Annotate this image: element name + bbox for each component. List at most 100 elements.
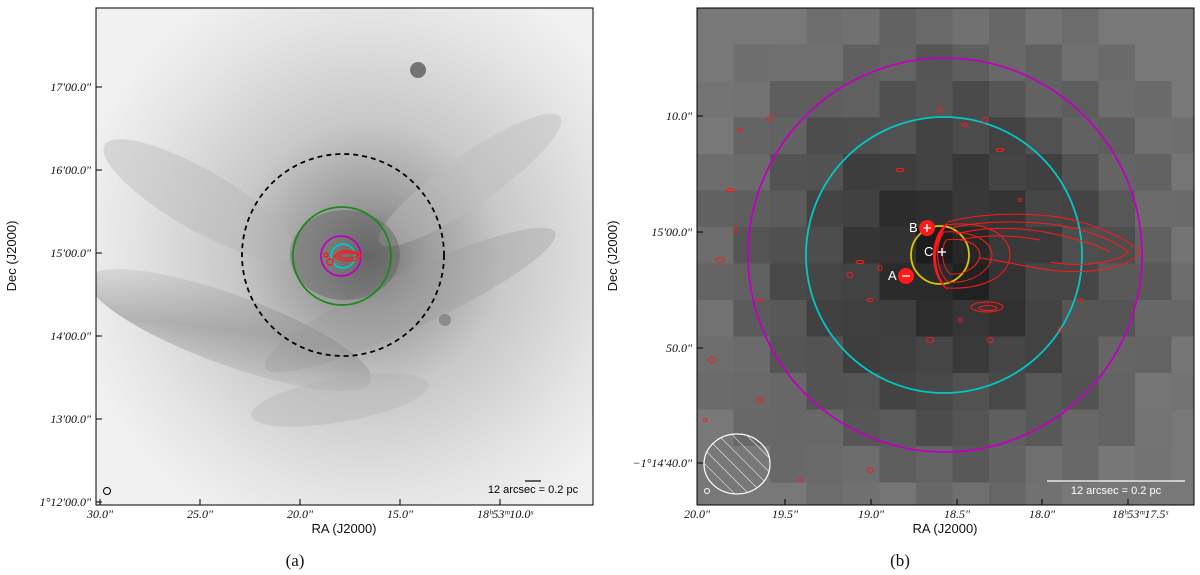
map-pixel (879, 482, 917, 505)
source-b-label: B (909, 220, 918, 235)
b-scalebar-label: 12 arcsec = 0.2 pc (1071, 485, 1162, 497)
map-pixel (733, 190, 771, 228)
noise-contour (1057, 327, 1063, 333)
noise-contour (766, 115, 774, 121)
map-pixel (916, 81, 953, 118)
map-pixel (1025, 81, 1063, 118)
map-pixel (1135, 446, 1172, 483)
noise-contour (855, 260, 865, 264)
map-pixel (1098, 300, 1136, 337)
map-pixel (1098, 336, 1136, 374)
map-pixel (1025, 300, 1063, 337)
map-pixel (1135, 482, 1172, 505)
map-pixel (806, 227, 844, 264)
map-pixel (1098, 44, 1136, 82)
map-pixel (952, 409, 990, 447)
map-pixel (770, 446, 807, 483)
map-pixel (952, 81, 990, 118)
map-pixel (879, 117, 917, 155)
map-pixel (1025, 446, 1063, 483)
map-pixel (1135, 117, 1172, 155)
map-pixel (843, 373, 880, 410)
map-pixel (843, 190, 880, 228)
map-pixel (1062, 44, 1099, 82)
map-pixel (916, 482, 953, 505)
map-pixel (1098, 373, 1136, 410)
noise-contour (957, 318, 963, 322)
map-pixel (1098, 117, 1136, 155)
caption-b: (b) (890, 551, 910, 570)
map-pixel (697, 81, 734, 118)
map-pixel (770, 154, 807, 191)
map-pixel (697, 44, 734, 82)
noise-contour (1017, 198, 1023, 202)
contours-b-core (933, 222, 948, 290)
map-pixel (843, 44, 880, 82)
map-pixel (1171, 482, 1194, 505)
noise-contour (1076, 298, 1084, 302)
noise-contour (756, 298, 764, 302)
noise-contour (986, 337, 994, 343)
noise-contour (702, 418, 708, 422)
map-pixel (1062, 336, 1099, 374)
map-pixel (806, 8, 844, 45)
map-pixel (1062, 300, 1099, 337)
map-pixel (1062, 373, 1099, 410)
map-pixel (1135, 8, 1172, 45)
map-pixel (770, 300, 807, 337)
a-xlabel: RA (J2000) (311, 521, 376, 536)
map-pixel (733, 154, 771, 191)
map-pixel (1171, 81, 1194, 118)
a-xtick: 25.0" (187, 507, 214, 521)
map-pixel (1135, 44, 1172, 82)
map-pixel (879, 373, 917, 410)
b-ylabel: Dec (J2000) (605, 221, 620, 292)
map-pixel (1062, 409, 1099, 447)
map-pixel (843, 8, 880, 45)
a-xtick: 20.0" (287, 507, 314, 521)
map-pixel (1025, 44, 1063, 82)
b-ytick: 15'00.0" (651, 225, 693, 239)
map-pixel (733, 300, 771, 337)
map-pixel (697, 190, 734, 228)
map-pixel (989, 154, 1026, 191)
map-pixel (770, 409, 807, 447)
noise-contour (895, 168, 905, 172)
map-pixel (1171, 117, 1194, 155)
map-pixel (806, 373, 844, 410)
map-pixel (879, 336, 917, 374)
panel-a: 30.0" 25.0" 20.0" 15.0" 18ʰ53ᵐ10.0ˢ 17'0… (4, 7, 594, 570)
map-pixel (879, 300, 917, 337)
noise-contour (707, 357, 717, 363)
b-xtick: 19.0" (858, 507, 885, 521)
map-pixel (697, 336, 734, 374)
cyan-circle (330, 243, 356, 269)
noise-contour (961, 123, 969, 127)
map-pixel (806, 263, 844, 301)
map-pixel (1025, 373, 1063, 410)
b-xtick: 19.5" (772, 507, 799, 521)
panel-b-ticks (696, 115, 1129, 505)
map-pixel (1098, 190, 1136, 228)
map-pixel (733, 373, 771, 410)
source-c-label: C (924, 244, 933, 259)
map-pixel (1171, 154, 1194, 191)
noise-contour (877, 265, 883, 271)
map-pixel (989, 482, 1026, 505)
map-pixel (843, 409, 880, 447)
noise-contour (846, 272, 854, 278)
map-pixel (1171, 300, 1194, 337)
map-pixel (697, 154, 734, 191)
map-pixel (952, 190, 990, 228)
map-pixel (1098, 8, 1136, 45)
a-xtick: 18ʰ53ᵐ10.0ˢ (477, 507, 533, 521)
map-pixel (1025, 263, 1063, 301)
map-pixel (1025, 8, 1063, 45)
map-pixel (879, 154, 917, 191)
a-ylabel: Dec (J2000) (4, 221, 19, 292)
map-pixel (1171, 8, 1194, 45)
map-pixel (770, 8, 807, 45)
map-pixel (989, 373, 1026, 410)
map-pixel (1171, 409, 1194, 447)
map-pixel (770, 81, 807, 118)
